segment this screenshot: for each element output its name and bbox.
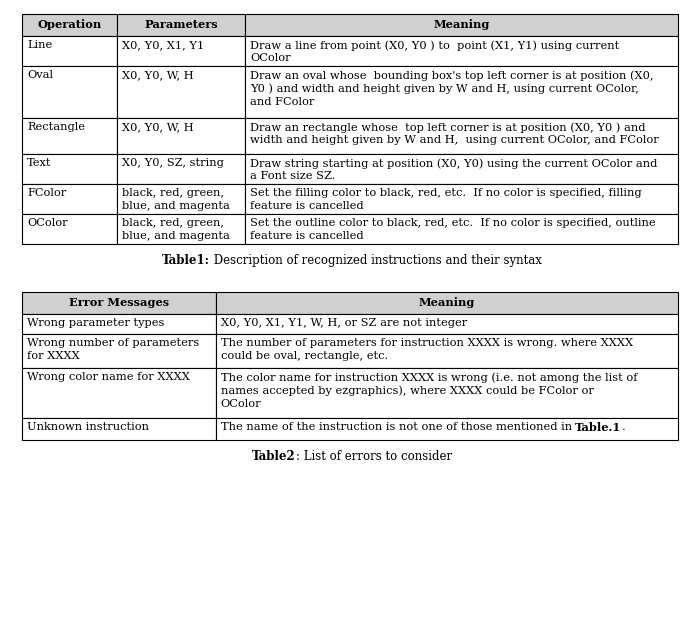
Text: black, red, green,
blue, and magenta: black, red, green, blue, and magenta bbox=[122, 218, 230, 241]
Text: Wrong parameter types: Wrong parameter types bbox=[27, 318, 164, 328]
Text: X0, Y0, W, H: X0, Y0, W, H bbox=[122, 70, 194, 80]
Text: Set the filling color to black, red, etc.  If no color is specified, filling
fea: Set the filling color to black, red, etc… bbox=[250, 188, 642, 211]
Text: OColor: OColor bbox=[27, 218, 68, 228]
Text: : List of errors to consider: : List of errors to consider bbox=[296, 450, 452, 463]
Text: Wrong number of parameters
for XXXX: Wrong number of parameters for XXXX bbox=[27, 338, 200, 361]
Bar bbox=[22, 214, 117, 244]
Text: The color name for instruction XXXX is wrong (i.e. not among the list of
names a: The color name for instruction XXXX is w… bbox=[220, 372, 637, 409]
Text: Unknown instruction: Unknown instruction bbox=[27, 422, 149, 432]
Bar bbox=[216, 368, 678, 418]
Text: FColor: FColor bbox=[27, 188, 66, 198]
Text: The number of parameters for instruction XXXX is wrong. where XXXX
could be oval: The number of parameters for instruction… bbox=[220, 338, 633, 361]
Bar bbox=[216, 314, 678, 334]
Bar bbox=[22, 334, 216, 368]
Text: X0, Y0, X1, Y1: X0, Y0, X1, Y1 bbox=[122, 40, 204, 50]
Bar bbox=[245, 118, 678, 154]
Bar bbox=[22, 292, 216, 314]
Bar bbox=[245, 184, 678, 214]
Bar bbox=[117, 36, 245, 66]
Text: Meaning: Meaning bbox=[419, 298, 475, 308]
Bar bbox=[22, 314, 216, 334]
Text: Operation: Operation bbox=[37, 19, 102, 31]
Text: Table1:: Table1: bbox=[162, 254, 210, 267]
Text: Table.1: Table.1 bbox=[575, 422, 622, 433]
Text: Wrong color name for XXXX: Wrong color name for XXXX bbox=[27, 372, 190, 382]
Bar bbox=[22, 66, 117, 118]
Bar bbox=[22, 184, 117, 214]
Text: X0, Y0, X1, Y1, W, H, or SZ are not integer: X0, Y0, X1, Y1, W, H, or SZ are not inte… bbox=[220, 318, 467, 328]
Text: X0, Y0, W, H: X0, Y0, W, H bbox=[122, 122, 194, 132]
Bar bbox=[22, 14, 117, 36]
Bar bbox=[245, 36, 678, 66]
Bar bbox=[117, 66, 245, 118]
Text: Table2: Table2 bbox=[252, 450, 296, 463]
Bar bbox=[245, 214, 678, 244]
Text: The name of the instruction is not one of those mentioned in: The name of the instruction is not one o… bbox=[220, 422, 575, 432]
Bar bbox=[245, 154, 678, 184]
Text: Set the outline color to black, red, etc.  If no color is specified, outline
fea: Set the outline color to black, red, etc… bbox=[250, 218, 656, 241]
Text: Meaning: Meaning bbox=[433, 19, 490, 31]
Text: X0, Y0, SZ, string: X0, Y0, SZ, string bbox=[122, 158, 224, 168]
Text: Draw an rectangle whose  top left corner is at position (X0, Y0 ) and
width and : Draw an rectangle whose top left corner … bbox=[250, 122, 659, 145]
Text: Oval: Oval bbox=[27, 70, 53, 80]
Text: .: . bbox=[622, 422, 625, 432]
Bar bbox=[245, 14, 678, 36]
Bar bbox=[117, 14, 245, 36]
Text: Draw string starting at position (X0, Y0) using the current OColor and
a Font si: Draw string starting at position (X0, Y0… bbox=[250, 158, 657, 182]
Text: Error Messages: Error Messages bbox=[69, 298, 169, 308]
Text: Text: Text bbox=[27, 158, 52, 168]
Bar bbox=[117, 118, 245, 154]
Bar bbox=[117, 154, 245, 184]
Bar bbox=[22, 368, 216, 418]
Bar bbox=[216, 292, 678, 314]
Text: black, red, green,
blue, and magenta: black, red, green, blue, and magenta bbox=[122, 188, 230, 211]
Text: Description of recognized instructions and their syntax: Description of recognized instructions a… bbox=[210, 254, 542, 267]
Bar bbox=[22, 418, 216, 440]
Bar bbox=[216, 418, 678, 440]
Bar bbox=[22, 118, 117, 154]
Bar bbox=[117, 214, 245, 244]
Text: Parameters: Parameters bbox=[144, 19, 218, 31]
Text: Draw a line from point (X0, Y0 ) to  point (X1, Y1) using current
OColor: Draw a line from point (X0, Y0 ) to poin… bbox=[250, 40, 620, 64]
Bar bbox=[245, 66, 678, 118]
Bar bbox=[117, 184, 245, 214]
Bar bbox=[22, 36, 117, 66]
Bar bbox=[22, 154, 117, 184]
Text: Draw an oval whose  bounding box's top left corner is at position (X0,
Y0 ) and : Draw an oval whose bounding box's top le… bbox=[250, 70, 654, 107]
Text: Rectangle: Rectangle bbox=[27, 122, 85, 132]
Bar bbox=[216, 334, 678, 368]
Text: Line: Line bbox=[27, 40, 52, 50]
